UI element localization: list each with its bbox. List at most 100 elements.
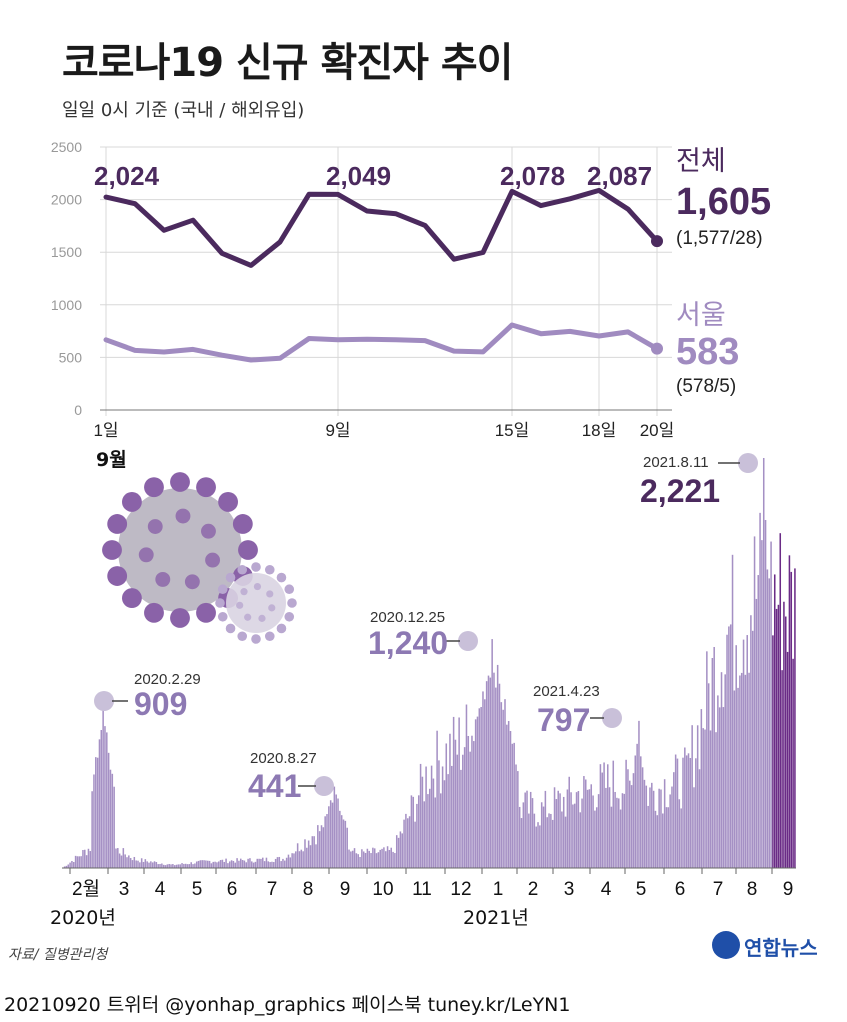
daily-bar — [100, 729, 103, 868]
virus-small-icon-spot — [258, 614, 266, 622]
daily-bar — [713, 647, 715, 868]
daily-bar — [318, 831, 321, 868]
daily-bar — [339, 810, 341, 868]
daily-bar — [696, 725, 699, 868]
daily-bar — [546, 817, 548, 868]
daily-bar — [302, 851, 304, 868]
daily-bar — [311, 836, 314, 868]
daily-bar — [306, 847, 308, 868]
daily-bar — [592, 795, 594, 868]
virus-small-icon-spot — [236, 601, 244, 609]
source-note: 자료/ 질병관리청 — [8, 947, 108, 963]
daily-bar — [750, 615, 752, 868]
daily-bar — [430, 765, 433, 868]
daily-bar — [449, 733, 451, 868]
daily-bar — [91, 791, 93, 868]
daily-bar — [610, 806, 613, 868]
daily-bar — [493, 672, 495, 868]
yonhap-logo-icon — [712, 931, 740, 959]
daily-bar — [583, 776, 585, 868]
daily-bar — [781, 670, 783, 868]
peak-marker — [738, 453, 758, 473]
daily-bar — [638, 720, 640, 868]
daily-bar — [93, 774, 95, 868]
daily-bar — [495, 687, 497, 868]
daily-bar — [199, 860, 202, 868]
daily-bar — [636, 743, 638, 868]
daily-bar — [262, 857, 264, 868]
daily-bar — [779, 533, 782, 868]
daily-bar — [755, 598, 758, 868]
daily-bar — [221, 859, 224, 868]
footer-credit: 20210920 트위터 @yonhap_graphics 페이스북 tuney… — [4, 994, 571, 1016]
daily-bar — [410, 795, 413, 868]
daily-bar — [458, 717, 460, 868]
daily-bar — [496, 664, 499, 868]
daily-bar — [212, 861, 214, 868]
daily-bar — [320, 825, 323, 868]
daily-bar — [194, 863, 196, 868]
daily-bar — [157, 864, 159, 868]
virus-large-icon-spike — [144, 602, 164, 623]
daily-bar — [195, 861, 198, 868]
daily-bar — [124, 854, 126, 868]
daily-bar — [417, 795, 420, 868]
daily-bar — [247, 858, 249, 868]
daily-bar — [85, 855, 88, 868]
daily-bar — [491, 639, 493, 868]
daily-bar — [685, 755, 688, 868]
y-tick-label: 0 — [74, 402, 82, 418]
daily-bar — [471, 735, 473, 868]
daily-bar — [511, 743, 514, 868]
daily-bar — [214, 861, 216, 868]
month-label: 6 — [227, 879, 238, 900]
virus-small-icon-spike — [215, 598, 225, 608]
daily-bar — [113, 786, 115, 868]
daily-bar — [372, 847, 374, 868]
daily-bar — [568, 776, 570, 868]
daily-bar — [742, 639, 745, 868]
daily-bar — [660, 789, 662, 868]
daily-bar — [206, 860, 209, 868]
daily-bar — [381, 848, 383, 868]
daily-bar — [296, 843, 299, 868]
daily-bar — [671, 786, 673, 868]
daily-bar — [665, 807, 668, 868]
daily-bar — [641, 767, 644, 868]
daily-bar — [287, 854, 290, 868]
daily-bar — [542, 806, 545, 868]
daily-bar — [700, 709, 703, 868]
daily-bar — [271, 861, 273, 868]
daily-bar — [630, 785, 633, 868]
daily-bar — [173, 865, 176, 868]
daily-bar — [63, 866, 66, 868]
peak-marker — [314, 776, 334, 796]
daily-bar — [623, 793, 626, 868]
daily-bar — [473, 741, 475, 868]
daily-bar — [186, 864, 189, 868]
peak-marker — [602, 708, 622, 728]
daily-bar — [539, 825, 541, 868]
virus-small-icon-spike — [276, 623, 287, 634]
daily-bar — [551, 819, 554, 868]
daily-bar — [739, 675, 741, 868]
month-label: 4 — [601, 879, 612, 900]
daily-bar — [463, 747, 466, 868]
daily-bar — [326, 814, 328, 868]
daily-bar — [485, 681, 488, 868]
daily-bar — [777, 604, 780, 868]
month-label: 1 — [493, 879, 504, 900]
peak-value-label: 2,221 — [640, 473, 720, 509]
daily-bar — [172, 864, 174, 868]
daily-bar — [432, 778, 435, 868]
daily-bar — [386, 846, 389, 868]
yonhap-logo-text: 연합뉴스 — [744, 936, 818, 960]
y-tick-label: 2500 — [51, 139, 82, 155]
daily-bar — [735, 645, 737, 868]
daily-bar — [359, 857, 361, 868]
virus-small-icon-spike — [237, 631, 248, 642]
total-breakdown: (1,577/28) — [676, 228, 763, 249]
daily-bar — [649, 787, 651, 868]
virus-small-icon-spike — [217, 584, 228, 595]
daily-bar — [506, 724, 508, 868]
